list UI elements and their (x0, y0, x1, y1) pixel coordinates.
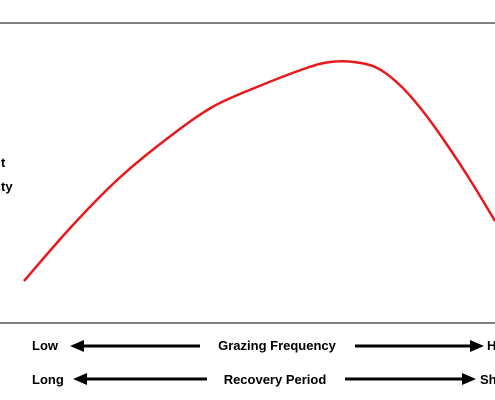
grazing-frequency-title: Grazing Frequency (218, 338, 337, 353)
grazing-frequency-high-label: H (487, 338, 495, 353)
grazing-frequency-right-arrowhead (470, 340, 484, 352)
recovery-period-right-arrowhead (462, 373, 476, 385)
grazing-frequency-scale: Low Grazing Frequency H (32, 338, 495, 353)
y-axis-label-fragment-2: ty (1, 179, 13, 194)
grazing-frequency-left-arrowhead (70, 340, 84, 352)
recovery-period-low-label: Long (32, 372, 64, 387)
y-axis-label-fragment-1: t (1, 155, 6, 170)
recovery-period-scale: Long Recovery Period Sh (32, 372, 495, 387)
grazing-frequency-low-label: Low (32, 338, 59, 353)
recovery-period-high-label: Sh (480, 372, 495, 387)
recovery-period-title: Recovery Period (224, 372, 327, 387)
recovery-period-left-arrowhead (73, 373, 87, 385)
series-line (23, 60, 495, 282)
